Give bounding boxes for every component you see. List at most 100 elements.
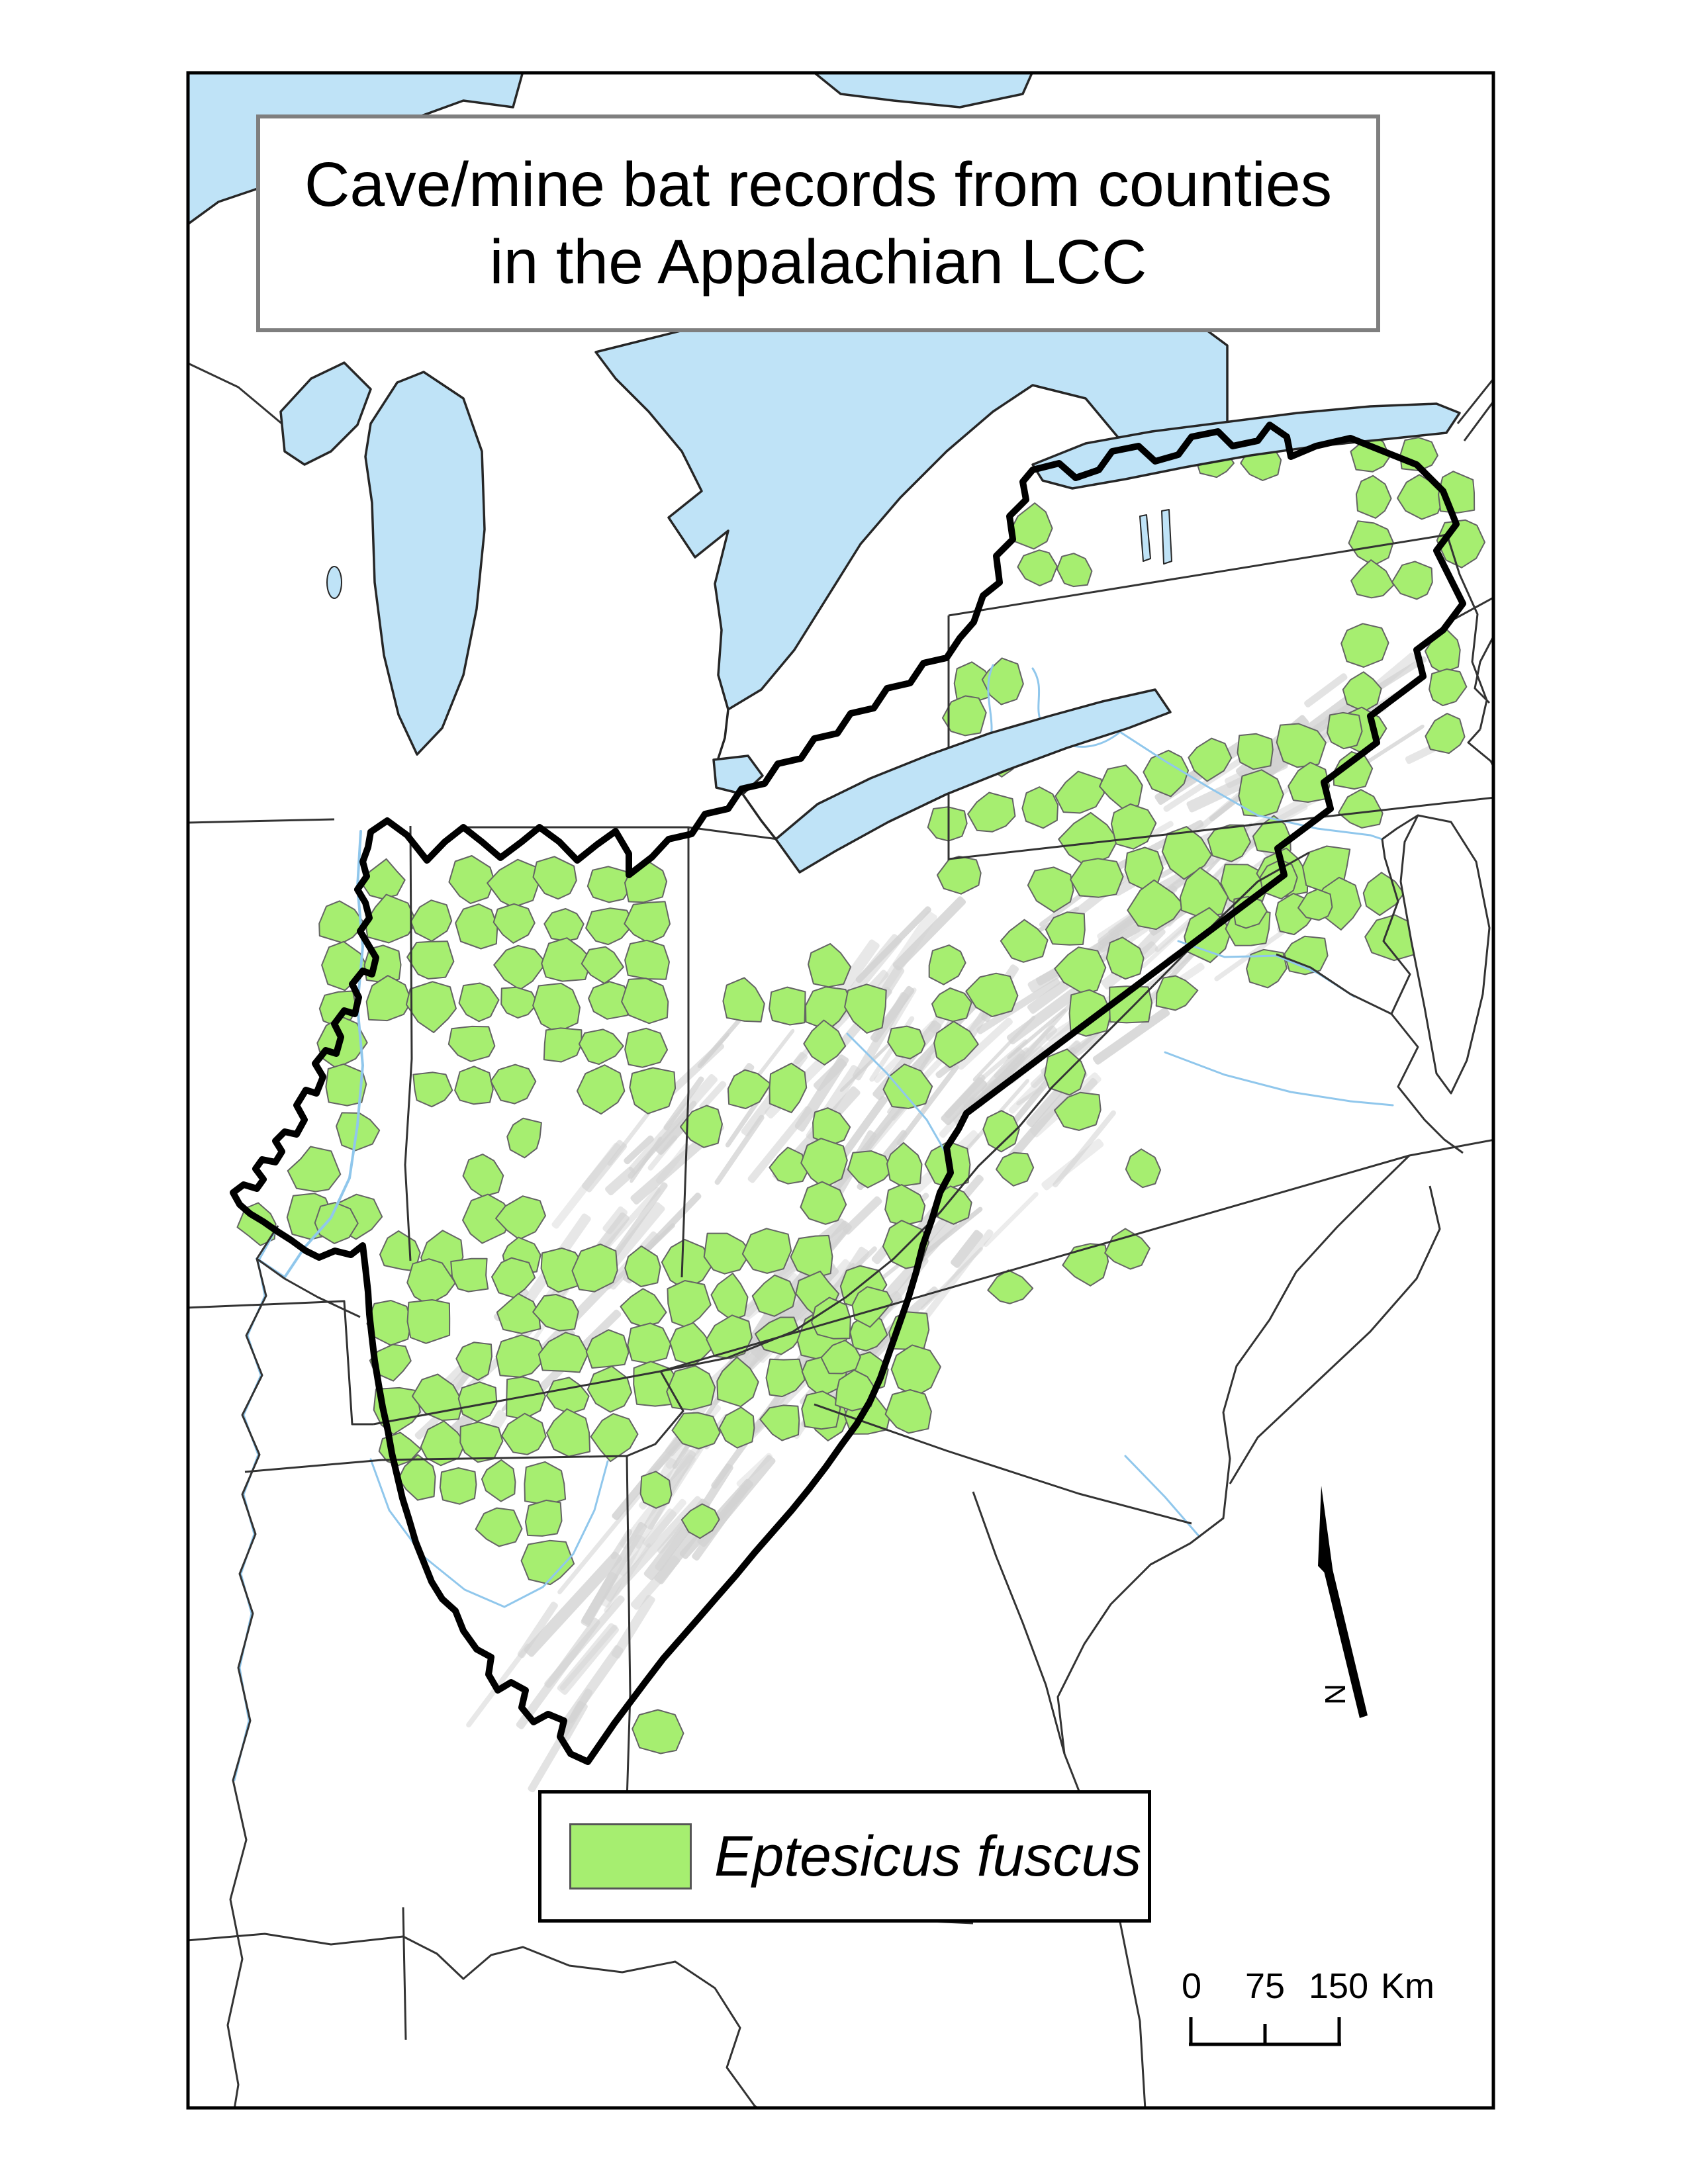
- county-polygon: [369, 1343, 412, 1382]
- county-polygon: [1045, 911, 1086, 946]
- county-polygon: [981, 657, 1024, 705]
- county-polygon: [800, 1138, 848, 1189]
- county-polygon: [812, 1107, 851, 1146]
- county-polygon: [627, 1322, 672, 1364]
- county-polygon: [1127, 879, 1185, 931]
- county-polygon: [538, 1332, 589, 1373]
- county-polygon: [847, 1150, 894, 1189]
- county-polygon: [996, 1152, 1035, 1187]
- county-polygon: [624, 939, 670, 980]
- county-polygon: [1056, 553, 1093, 588]
- county-polygon: [666, 1365, 716, 1411]
- county-polygon: [1297, 888, 1333, 921]
- county-polygon: [314, 1202, 359, 1244]
- county-polygon: [1058, 811, 1119, 867]
- scale-label-start: 0: [1181, 1966, 1202, 2006]
- county-polygon: [936, 855, 982, 895]
- county-polygon: [325, 1063, 367, 1107]
- county-polygon: [803, 1019, 847, 1066]
- county-polygon: [1362, 872, 1405, 916]
- county-polygon: [751, 1274, 796, 1317]
- county-polygon: [506, 1376, 546, 1420]
- county-polygon: [1110, 803, 1157, 850]
- county-polygon: [481, 1459, 516, 1502]
- county-polygon: [632, 1709, 684, 1754]
- county-polygon: [953, 661, 993, 705]
- county-polygon: [336, 1112, 381, 1152]
- county-polygon: [590, 1413, 639, 1463]
- legend-county-swatch: [569, 1823, 692, 1889]
- county-polygon: [405, 981, 457, 1034]
- county-polygon: [455, 1342, 492, 1381]
- county-polygon: [1017, 549, 1058, 586]
- county-polygon: [801, 1390, 841, 1430]
- county-polygon: [495, 1195, 546, 1240]
- county-polygon: [586, 1365, 633, 1413]
- county-polygon: [524, 1461, 567, 1506]
- county-polygon: [741, 1228, 792, 1274]
- county-polygon: [1348, 520, 1394, 567]
- county-polygon: [851, 1286, 894, 1328]
- county-polygon: [1027, 866, 1074, 913]
- county-polygon: [585, 1329, 630, 1369]
- county-polygon: [680, 1503, 720, 1539]
- county-polygon: [524, 1499, 563, 1537]
- county-polygon: [493, 944, 547, 991]
- county-polygon: [1340, 623, 1389, 668]
- county-polygon: [624, 901, 671, 944]
- county-polygon: [475, 1507, 523, 1547]
- county-polygon: [716, 1356, 759, 1408]
- scale-unit-label: Km: [1381, 1966, 1434, 2006]
- county-polygon: [882, 1064, 933, 1109]
- county-polygon: [459, 1421, 504, 1463]
- county-polygon: [769, 1062, 808, 1114]
- county-polygon: [585, 907, 635, 946]
- county-polygon: [1155, 975, 1199, 1011]
- county-polygon: [805, 986, 853, 1031]
- county-polygon: [1099, 764, 1143, 811]
- county-polygon: [722, 977, 765, 1023]
- map-frame: [186, 71, 1495, 2110]
- county-polygon: [1238, 769, 1284, 817]
- county-polygon: [543, 908, 585, 942]
- county-polygon: [1246, 948, 1288, 989]
- county-polygon: [1070, 858, 1124, 898]
- county-polygon: [1350, 559, 1395, 599]
- county-polygon: [759, 1404, 800, 1441]
- county-polygon: [406, 1299, 451, 1344]
- county-polygon: [1188, 737, 1233, 782]
- county-polygon: [545, 1408, 591, 1457]
- county-polygon: [710, 1273, 749, 1321]
- county-polygon: [1338, 789, 1383, 829]
- county-polygon: [769, 986, 806, 1026]
- county-polygon: [366, 1300, 412, 1346]
- scale-label-mid: 75: [1244, 1966, 1286, 2006]
- county-polygon: [1143, 749, 1190, 797]
- county-polygon: [1355, 475, 1392, 519]
- county-polygon: [933, 1021, 979, 1068]
- county-polygon: [927, 806, 968, 842]
- scale-label-end: 150: [1309, 1966, 1369, 2006]
- county-polygon: [492, 903, 536, 944]
- county-polygon: [287, 1146, 342, 1193]
- county-polygon: [671, 1412, 721, 1449]
- county-polygon: [410, 899, 453, 942]
- county-polygon: [448, 855, 495, 905]
- county-polygon: [520, 1539, 575, 1586]
- county-polygon: [621, 978, 669, 1024]
- county-polygon: [501, 1412, 547, 1455]
- county-polygon: [455, 903, 498, 950]
- county-polygon: [769, 1146, 810, 1185]
- north-arrow-label: N: [1319, 1684, 1351, 1705]
- county-polygon: [412, 1071, 453, 1108]
- county-polygon: [365, 893, 417, 944]
- county-polygon: [639, 1471, 673, 1509]
- county-polygon: [1104, 1228, 1150, 1270]
- map-title-box: Cave/mine bat records from counties in t…: [256, 114, 1380, 332]
- county-polygon: [884, 1389, 932, 1434]
- county-polygon: [887, 1025, 926, 1060]
- county-polygon: [487, 858, 541, 908]
- county-polygon: [679, 1105, 723, 1148]
- county-polygon: [890, 1344, 941, 1397]
- county-polygon: [541, 937, 592, 982]
